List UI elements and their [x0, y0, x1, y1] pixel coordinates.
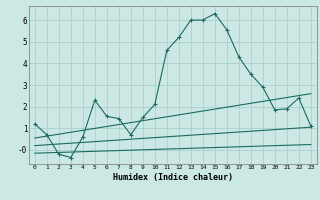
X-axis label: Humidex (Indice chaleur): Humidex (Indice chaleur)	[113, 173, 233, 182]
